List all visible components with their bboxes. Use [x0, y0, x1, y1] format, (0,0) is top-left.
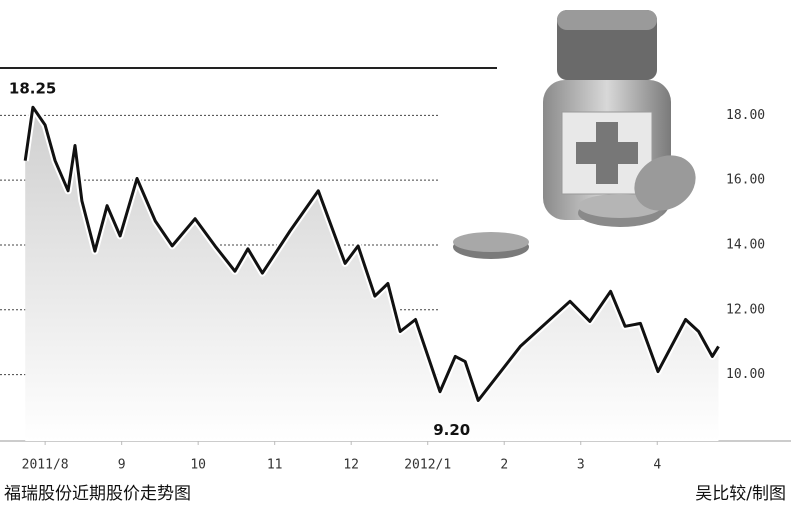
- x-tick-label: 2: [500, 458, 508, 473]
- x-tick-label: 2012/1: [404, 458, 451, 473]
- area: [25, 107, 719, 441]
- x-tick-label: 2011/8: [22, 458, 69, 473]
- x-tick-label: 10: [190, 458, 206, 473]
- y-tick-label: 10.00: [726, 367, 765, 382]
- y-tick-label: 12.00: [726, 302, 765, 317]
- credit: 吴比较/制图: [695, 484, 786, 504]
- x-tick-label: 9: [118, 458, 126, 473]
- y-tick-label: 16.00: [726, 173, 765, 188]
- value-label: 9.20: [433, 421, 470, 439]
- value-label: 18.25: [9, 80, 56, 98]
- bottle-illustration: [453, 10, 696, 259]
- x-tick-label: 4: [653, 458, 661, 473]
- y-tick-label: 14.00: [726, 237, 765, 252]
- line: [23, 105, 720, 402]
- x-tick-label: 12: [343, 458, 359, 473]
- x-tick-label: 3: [577, 458, 585, 473]
- x-tick-label: 11: [267, 458, 283, 473]
- caption: 福瑞股份近期股价走势图: [4, 484, 191, 504]
- y-tick-label: 18.00: [726, 108, 765, 123]
